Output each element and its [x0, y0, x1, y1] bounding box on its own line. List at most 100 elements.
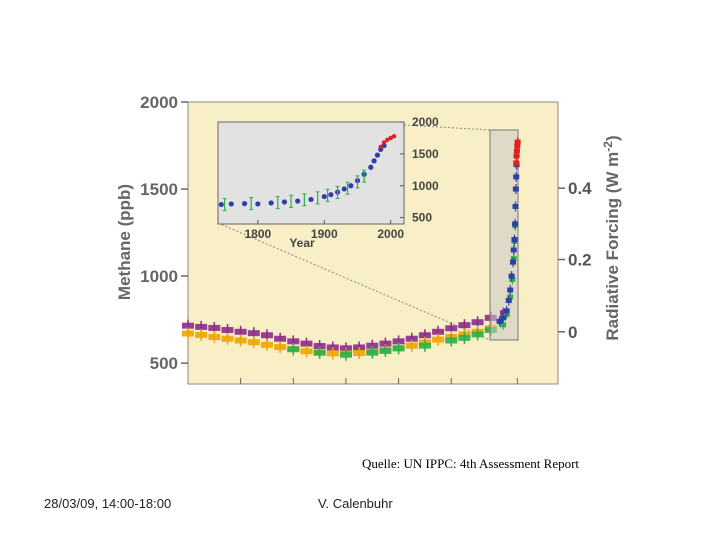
- data-point: [287, 346, 300, 353]
- data-point: [432, 328, 445, 335]
- inset-x-axis-label: Year: [289, 236, 315, 250]
- data-point: [445, 337, 458, 344]
- data-point: [458, 322, 471, 329]
- data-point: [512, 221, 519, 227]
- data-point: [234, 337, 247, 344]
- data-point: [208, 324, 221, 331]
- data-point: [241, 201, 248, 207]
- source-caption: Quelle: UN IPPC: 4th Assessment Report: [362, 456, 580, 471]
- right-y-tick-label: 0.2: [568, 251, 592, 270]
- data-point: [274, 344, 287, 351]
- data-point: [392, 338, 405, 345]
- data-point: [300, 348, 313, 355]
- data-point: [366, 342, 379, 349]
- data-point: [514, 139, 521, 145]
- data-point: [255, 201, 261, 207]
- data-point: [513, 174, 520, 180]
- data-point: [287, 338, 300, 345]
- data-point: [385, 137, 390, 143]
- data-point: [260, 332, 273, 339]
- y-tick-label: 2000: [140, 93, 178, 112]
- data-point: [500, 310, 507, 316]
- data-point: [388, 135, 393, 141]
- footer-date: 28/03/09, 14:00-18:00: [44, 496, 172, 511]
- data-point: [378, 144, 383, 150]
- data-point: [505, 297, 512, 303]
- inset-x-tick-label: 1900: [311, 227, 338, 241]
- y-axis-label: Methane (ppb): [115, 184, 134, 300]
- data-point: [268, 200, 274, 206]
- data-point: [182, 322, 194, 329]
- data-point: [507, 287, 514, 293]
- data-point: [353, 350, 366, 357]
- data-point: [368, 164, 374, 170]
- data-point: [510, 259, 517, 265]
- data-point: [496, 318, 503, 324]
- data-point: [260, 341, 273, 348]
- data-point: [418, 332, 431, 339]
- data-point: [445, 325, 458, 332]
- data-point: [300, 340, 313, 347]
- data-point: [321, 193, 327, 200]
- footer-author: V. Calenbuhr: [318, 496, 393, 511]
- data-point: [195, 331, 208, 338]
- data-point: [500, 315, 507, 321]
- data-point: [391, 134, 397, 139]
- data-point: [221, 327, 234, 334]
- data-point: [247, 330, 260, 337]
- data-point: [513, 153, 520, 159]
- inset-y-tick-label: 500: [412, 211, 432, 225]
- data-point: [507, 294, 514, 300]
- data-point: [182, 330, 194, 337]
- right-y-tick-label: 0: [568, 323, 577, 342]
- right-y-tick-label: 0.4: [568, 179, 592, 198]
- data-point: [208, 334, 221, 340]
- data-point: [405, 342, 418, 349]
- data-point: [366, 349, 379, 356]
- data-point: [513, 148, 520, 154]
- data-point: [503, 308, 510, 314]
- data-point: [509, 277, 516, 283]
- data-point: [458, 334, 471, 341]
- y-tick-label: 1000: [140, 267, 178, 286]
- data-point: [418, 342, 431, 349]
- data-point: [228, 201, 234, 207]
- data-point: [218, 201, 224, 208]
- data-point: [247, 339, 260, 346]
- data-point: [392, 345, 405, 352]
- zoom-connector-bottom: [217, 222, 491, 341]
- data-point: [513, 160, 520, 166]
- data-point: [381, 140, 387, 145]
- data-point: [313, 349, 326, 356]
- data-point: [471, 331, 484, 338]
- data-point: [379, 340, 392, 347]
- data-point: [471, 319, 484, 326]
- data-point: [512, 203, 519, 209]
- data-point: [432, 336, 445, 343]
- right-axis-label: Radiative Forcing (W m-2): [601, 135, 622, 340]
- data-point: [308, 196, 314, 203]
- inset-y-tick-label: 2000: [412, 115, 439, 129]
- data-point: [328, 192, 334, 198]
- data-point: [326, 350, 339, 357]
- data-point: [500, 322, 507, 328]
- data-point: [510, 256, 517, 262]
- data-point: [339, 351, 352, 358]
- data-point: [512, 186, 519, 192]
- data-point: [371, 158, 377, 164]
- y-tick-label: 1500: [140, 180, 178, 199]
- data-point: [274, 335, 287, 342]
- data-point: [195, 323, 208, 330]
- data-point: [234, 328, 247, 335]
- inset-y-tick-label: 1500: [412, 147, 439, 161]
- data-point: [405, 335, 418, 342]
- data-point: [348, 183, 354, 189]
- inset-x-tick-label: 1800: [245, 227, 272, 241]
- data-point: [508, 273, 515, 279]
- data-point: [379, 347, 392, 354]
- data-point: [281, 199, 288, 205]
- data-point: [313, 343, 326, 350]
- data-point: [511, 237, 518, 243]
- data-point: [341, 186, 347, 192]
